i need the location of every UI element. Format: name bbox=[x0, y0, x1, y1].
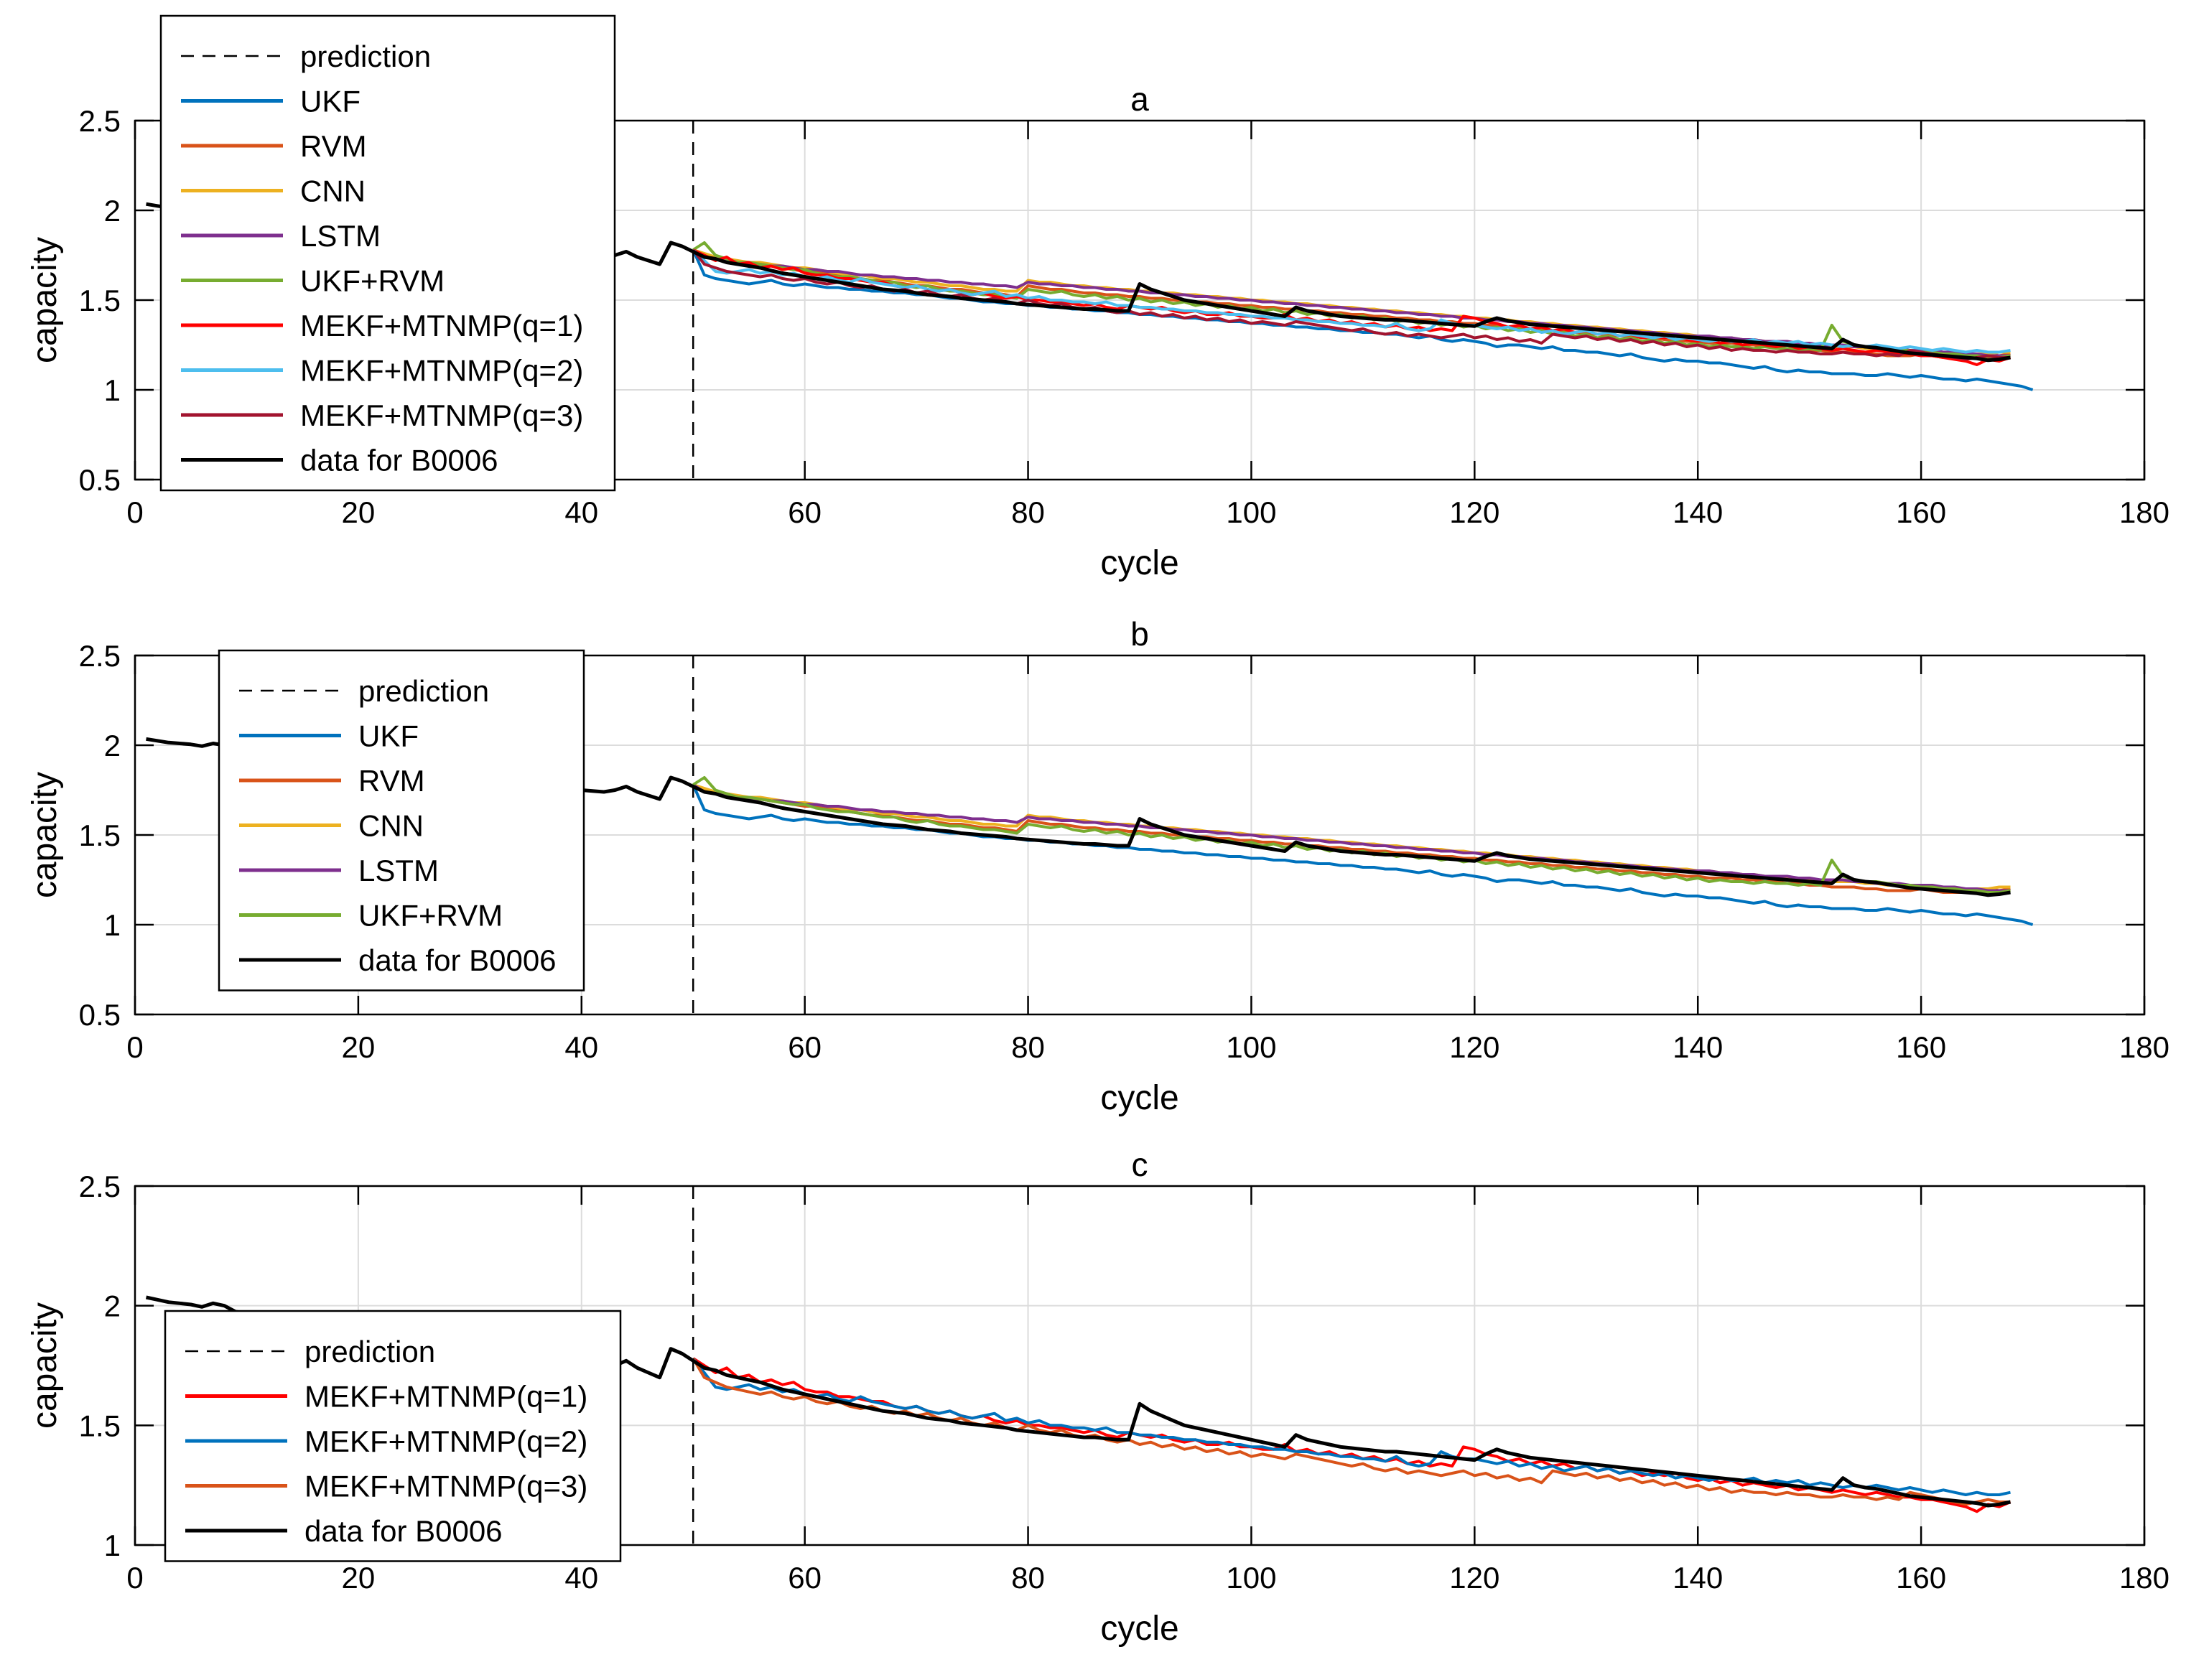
x-tick-label: 100 bbox=[1226, 1561, 1276, 1595]
x-tick-label: 40 bbox=[564, 1030, 598, 1064]
x-tick-label: 0 bbox=[126, 1030, 143, 1064]
y-tick-label: 2 bbox=[104, 729, 121, 762]
series-line-lstm bbox=[692, 783, 2011, 892]
chart-panel-b: 0 20 40 60 80 100 120 140 160 180 0.5 1 1.5 2 2.5 b cycl… bbox=[26, 615, 2169, 1117]
legend-box bbox=[218, 649, 585, 991]
x-tick-label: 180 bbox=[2119, 495, 2169, 529]
legend-entry: data for B0006 bbox=[304, 1514, 503, 1548]
x-tick-label: 20 bbox=[342, 1561, 376, 1595]
x-tick-label: 60 bbox=[788, 495, 822, 529]
x-axis-label: cycle bbox=[1100, 544, 1178, 582]
x-tick-label: 60 bbox=[788, 1561, 822, 1595]
legend-entry: CNN bbox=[300, 174, 366, 208]
x-tick-label: 140 bbox=[1673, 495, 1723, 529]
chart-title: c bbox=[1132, 1146, 1148, 1183]
y-tick-label: 2.5 bbox=[79, 639, 121, 673]
chart-panel-a: 0 20 40 60 80 100 120 140 160 180 0.5 1 1.5 2 2.5 a cycl… bbox=[26, 14, 2169, 582]
x-tick-label: 140 bbox=[1673, 1561, 1723, 1595]
y-axis-label: capacity bbox=[26, 772, 64, 898]
chart-panel-c: 0 20 40 60 80 100 120 140 160 180 1 1.5 2 2.5 c cycle ca… bbox=[26, 1146, 2169, 1648]
legend-entry: CNN bbox=[358, 809, 424, 843]
y-tick-label: 1 bbox=[104, 1529, 121, 1562]
y-tick-label: 1.5 bbox=[79, 284, 121, 317]
x-tick-label: 40 bbox=[564, 495, 598, 529]
x-tick-label: 120 bbox=[1449, 495, 1499, 529]
x-tick-label: 160 bbox=[1896, 495, 1946, 529]
x-tick-label: 80 bbox=[1011, 495, 1045, 529]
y-tick-label: 2.5 bbox=[79, 104, 121, 138]
y-tick-label: 0.5 bbox=[79, 998, 121, 1032]
chart-title: b bbox=[1130, 615, 1149, 653]
chart-title: a bbox=[1130, 80, 1149, 118]
legend-entry: LSTM bbox=[358, 854, 439, 887]
legend-entry: MEKF+MTNMP(q=1) bbox=[300, 309, 583, 342]
legend-entry: prediction bbox=[304, 1335, 435, 1368]
y-tick-label: 2 bbox=[104, 1289, 121, 1323]
y-tick-label: 0.5 bbox=[79, 463, 121, 497]
x-tick-label: 160 bbox=[1896, 1030, 1946, 1064]
legend-entry: UKF bbox=[358, 719, 419, 753]
y-tick-label: 1 bbox=[104, 908, 121, 942]
series-line-mekf-mtnmp-q-2- bbox=[692, 248, 2011, 354]
legend: prediction UKF RVM CNN LSTM UKF+RVM data for B… bbox=[218, 649, 585, 991]
legend-entry: MEKF+MTNMP(q=2) bbox=[300, 354, 583, 388]
legend-entry: UKF bbox=[300, 85, 361, 118]
y-tick-label: 1.5 bbox=[79, 818, 121, 852]
legend-entry: LSTM bbox=[300, 219, 381, 253]
y-tick-label: 2 bbox=[104, 194, 121, 228]
x-tick-label: 40 bbox=[564, 1561, 598, 1595]
x-tick-label: 20 bbox=[342, 1030, 376, 1064]
legend-entry: RVM bbox=[300, 129, 367, 163]
legend-box bbox=[164, 1310, 622, 1562]
x-axis-label: cycle bbox=[1100, 1610, 1178, 1648]
legend-box bbox=[159, 14, 616, 492]
x-tick-label: 100 bbox=[1226, 1030, 1276, 1064]
x-tick-label: 100 bbox=[1226, 495, 1276, 529]
x-tick-label: 20 bbox=[342, 495, 376, 529]
legend: prediction MEKF+MTNMP(q=1) MEKF+MTNMP(q=2)… bbox=[164, 1310, 622, 1562]
legend-entry: prediction bbox=[358, 674, 489, 708]
x-tick-label: 120 bbox=[1449, 1030, 1499, 1064]
x-tick-label: 120 bbox=[1449, 1561, 1499, 1595]
y-axis-label: capacity bbox=[26, 237, 64, 363]
legend: prediction UKF RVM CNN LSTM UKF+RVM MEKF+MTNMP… bbox=[159, 14, 616, 492]
x-tick-label: 60 bbox=[788, 1030, 822, 1064]
x-tick-label: 140 bbox=[1673, 1030, 1723, 1064]
axes-box bbox=[134, 1185, 2146, 1546]
y-tick-label: 1 bbox=[104, 373, 121, 407]
legend-entry: data for B0006 bbox=[300, 444, 498, 477]
x-tick-label: 180 bbox=[2119, 1561, 2169, 1595]
legend-entry: data for B0006 bbox=[358, 943, 557, 977]
x-tick-label: 0 bbox=[126, 495, 143, 529]
x-tick-label: 160 bbox=[1896, 1561, 1946, 1595]
legend-entry: MEKF+MTNMP(q=2) bbox=[304, 1424, 587, 1458]
legend-entry: MEKF+MTNMP(q=3) bbox=[304, 1470, 587, 1503]
legend-entry: MEKF+MTNMP(q=3) bbox=[300, 398, 583, 432]
legend-entry: RVM bbox=[358, 764, 425, 798]
y-tick-label: 2.5 bbox=[79, 1170, 121, 1203]
y-tick-label: 1.5 bbox=[79, 1409, 121, 1442]
x-axis-label: cycle bbox=[1100, 1079, 1178, 1117]
series-line-mekf-mtnmp-q-2- bbox=[692, 1357, 2011, 1496]
legend-entry: UKF+RVM bbox=[300, 264, 445, 298]
x-tick-label: 80 bbox=[1011, 1030, 1045, 1064]
x-tick-label: 180 bbox=[2119, 1030, 2169, 1064]
legend-entry: MEKF+MTNMP(q=1) bbox=[304, 1380, 587, 1414]
legend-entry: prediction bbox=[300, 39, 431, 73]
x-tick-label: 0 bbox=[126, 1561, 143, 1595]
y-axis-label: capacity bbox=[26, 1302, 64, 1429]
x-tick-label: 80 bbox=[1011, 1561, 1045, 1595]
legend-entry: UKF+RVM bbox=[358, 899, 503, 933]
